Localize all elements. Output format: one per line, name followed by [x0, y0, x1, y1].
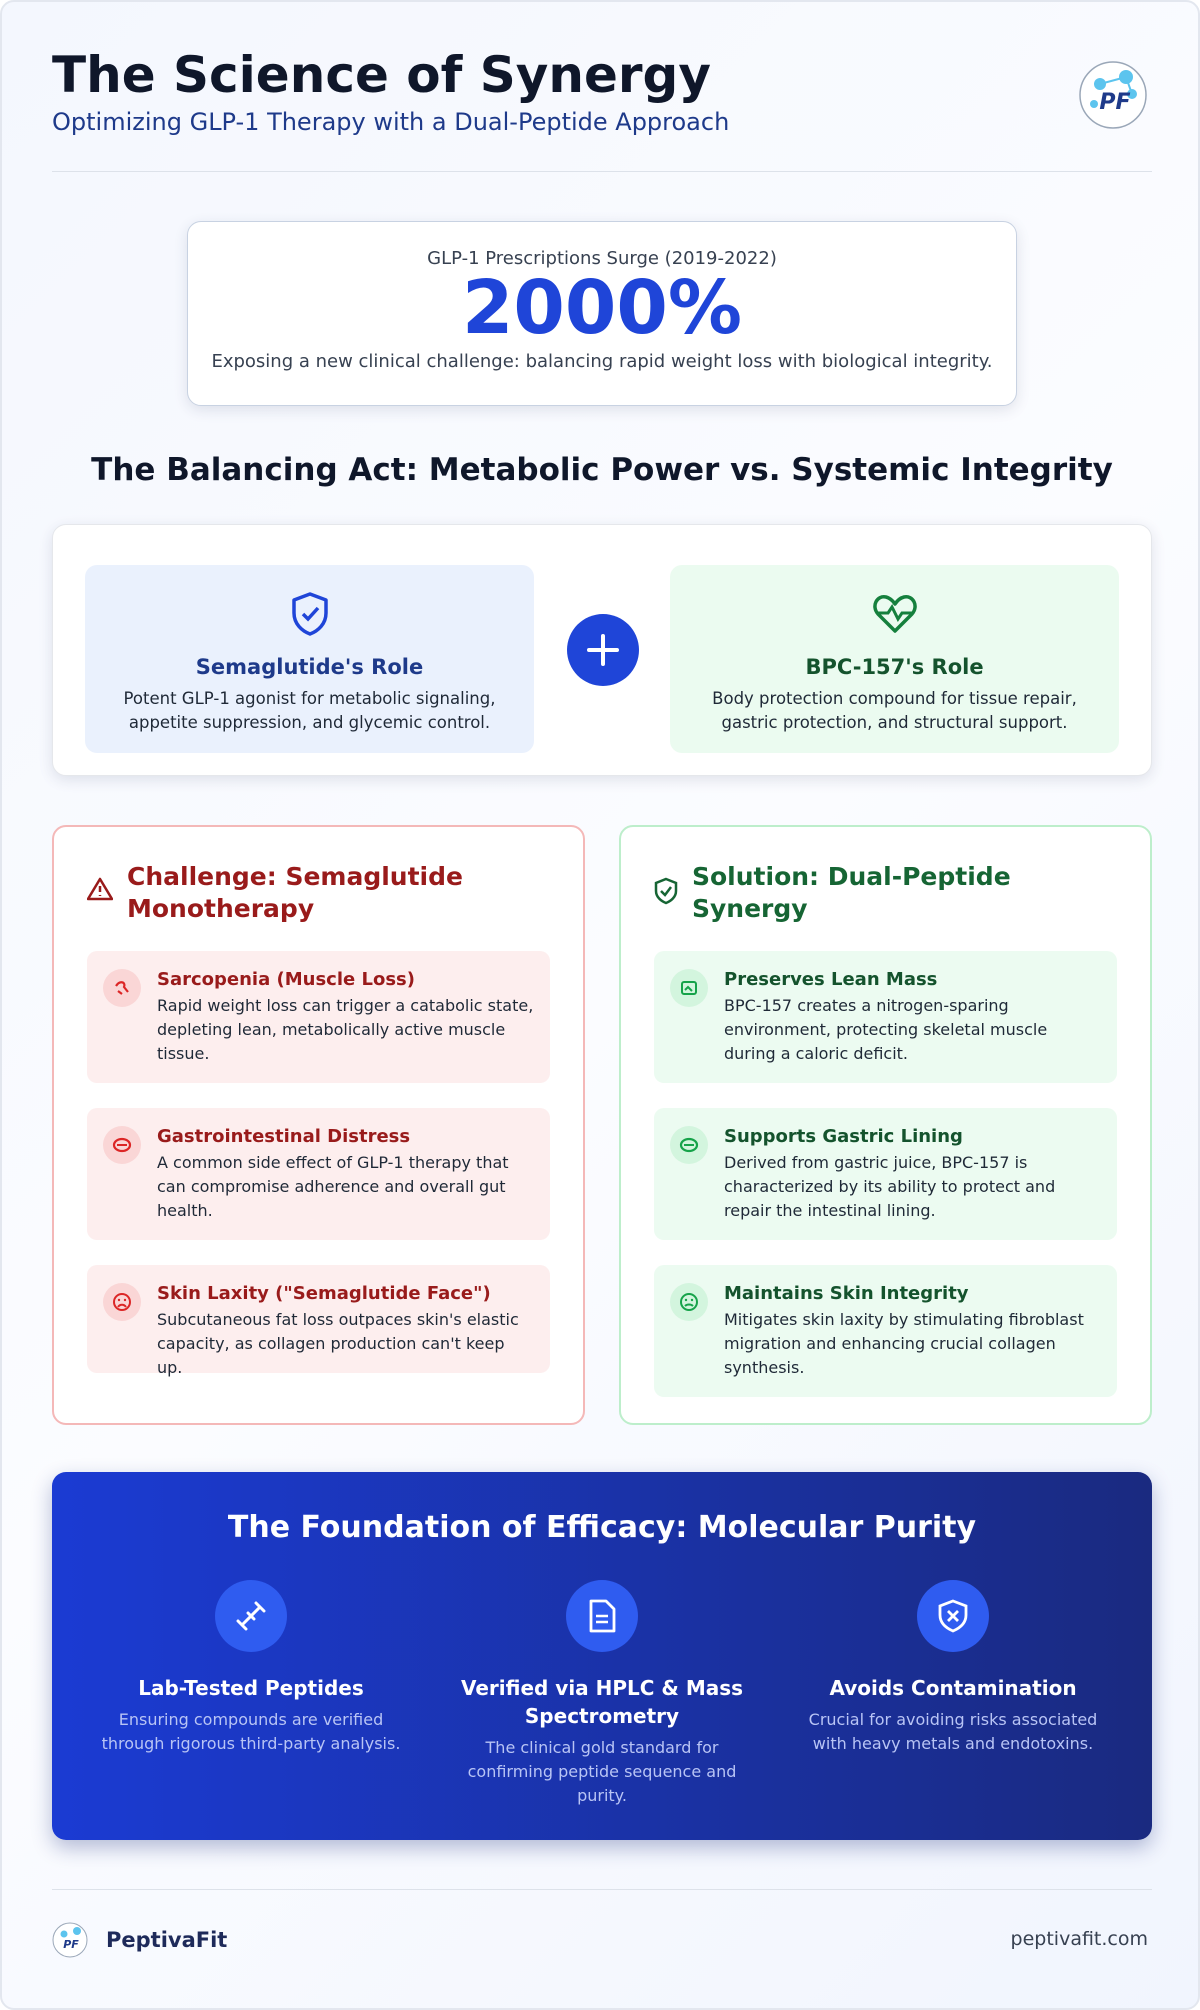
challenge-item: Skin Laxity ("Semaglutide Face") Subcutan… — [87, 1265, 550, 1377]
column-title: Solution: Dual-Peptide Synergy — [654, 861, 1117, 925]
challenge-item: Sarcopenia (Muscle Loss) Rapid weight los… — [87, 951, 550, 1083]
icon — [112, 1137, 132, 1153]
item-text: Rapid weight loss can trigger a cataboli… — [157, 996, 534, 1063]
icon — [236, 1601, 266, 1631]
section-title: The Balancing Act: Metabolic Power vs. S… — [91, 452, 1113, 488]
footer-brand: PeptivaFit — [106, 1928, 228, 1952]
item-title: Avoids Contamination — [829, 1676, 1077, 1700]
icon — [589, 1599, 616, 1633]
icon — [679, 1137, 699, 1153]
divider — [52, 1889, 1152, 1890]
column-title-text: Challenge: Semaglutide Monotherapy — [127, 862, 463, 923]
logo: PF — [1079, 61, 1147, 129]
divider — [52, 171, 1152, 172]
item-text: Crucial for avoiding risks associated wi… — [808, 1710, 1098, 1753]
item-title: Sarcopenia (Muscle Loss) — [157, 969, 415, 990]
item-title: Lab-Tested Peptides — [138, 1676, 364, 1700]
role-title: BPC-157's Role — [805, 655, 984, 679]
icon — [680, 1293, 698, 1311]
banner-title: The Foundation of Efficacy: Molecular Pu… — [227, 1510, 977, 1545]
column-title-text: Solution: Dual-Peptide Synergy — [692, 862, 1011, 923]
role-box: Semaglutide's Role Potent GLP-1 agonist … — [85, 565, 534, 753]
item-text: Mitigates skin laxity by stimulating fib… — [724, 1310, 1084, 1377]
roles-card: Semaglutide's Role Potent GLP-1 agonist … — [52, 524, 1152, 776]
item-title: Preserves Lean Mass — [724, 969, 938, 990]
shield-icon — [654, 877, 678, 905]
item-title: Maintains Skin Integrity — [724, 1283, 969, 1304]
item-title: Verified via HPLC & Mass Spectrometry — [460, 1676, 744, 1728]
purity-banner: The Foundation of Efficacy: Molecular Pu… — [52, 1472, 1152, 1840]
item-title: Supports Gastric Lining — [724, 1126, 963, 1147]
stat-label: GLP-1 Prescriptions Surge (2019-2022) — [427, 248, 777, 269]
heart-icon — [872, 595, 917, 633]
plus-icon — [567, 614, 639, 686]
solution-item: Preserves Lean Mass BPC-157 creates a nit… — [654, 951, 1117, 1083]
solution-item: Supports Gastric Lining Derived from gast… — [654, 1108, 1117, 1240]
item-title: Skin Laxity ("Semaglutide Face") — [157, 1283, 491, 1304]
icon — [938, 1599, 968, 1633]
footer-url: peptivafit.com — [1010, 1928, 1148, 1950]
item-text: The clinical gold standard for confirmin… — [467, 1738, 737, 1805]
purity-item: Verified via HPLC & Mass Spectrometry The… — [442, 1580, 762, 1808]
icon — [113, 1293, 131, 1311]
item-text: Ensuring compounds are verified through … — [101, 1710, 401, 1753]
icon — [115, 981, 129, 995]
item-text: Derived from gastric juice, BPC-157 is c… — [724, 1153, 1056, 1220]
warning-icon — [87, 877, 113, 901]
logo-text: PF — [1099, 90, 1130, 115]
stat-value: 2000% — [461, 265, 743, 351]
stat-card: GLP-1 Prescriptions Surge (2019-2022) 20… — [187, 221, 1017, 406]
subtitle: Optimizing GLP-1 Therapy with a Dual-Pep… — [52, 108, 730, 136]
item-text: BPC-157 creates a nitrogen-sparing envir… — [724, 996, 1048, 1063]
solution-column: Solution: Dual-Peptide Synergy Preserves… — [619, 825, 1152, 1425]
column-title: Challenge: Semaglutide Monotherapy — [87, 861, 550, 925]
shield-icon — [291, 592, 328, 636]
challenge-column: Challenge: Semaglutide Monotherapy Sarco… — [52, 825, 585, 1425]
purity-item: Lab-Tested Peptides Ensuring compounds ar… — [91, 1580, 411, 1756]
role-box: BPC-157's Role Body protection compound … — [670, 565, 1119, 753]
solution-item: Maintains Skin Integrity Mitigates skin l… — [654, 1265, 1117, 1397]
stat-description: Exposing a new clinical challenge: balan… — [211, 351, 993, 372]
role-title: Semaglutide's Role — [195, 655, 424, 679]
item-text: A common side effect of GLP-1 therapy th… — [157, 1153, 509, 1220]
item-text: Subcutaneous fat loss outpaces skin's el… — [157, 1310, 519, 1377]
icon — [681, 981, 697, 995]
footer-logo: PF — [52, 1922, 88, 1958]
logo-text: PF — [63, 1938, 79, 1951]
purity-item: Avoids Contamination Crucial for avoiding… — [793, 1580, 1113, 1756]
challenge-item: Gastrointestinal Distress A common side e… — [87, 1108, 550, 1240]
role-text: Body protection compound for tissue repa… — [712, 689, 1077, 732]
item-title: Gastrointestinal Distress — [157, 1126, 411, 1147]
role-text: Potent GLP-1 agonist for metabolic signa… — [123, 689, 496, 732]
page-title: The Science of Synergy — [52, 46, 711, 104]
